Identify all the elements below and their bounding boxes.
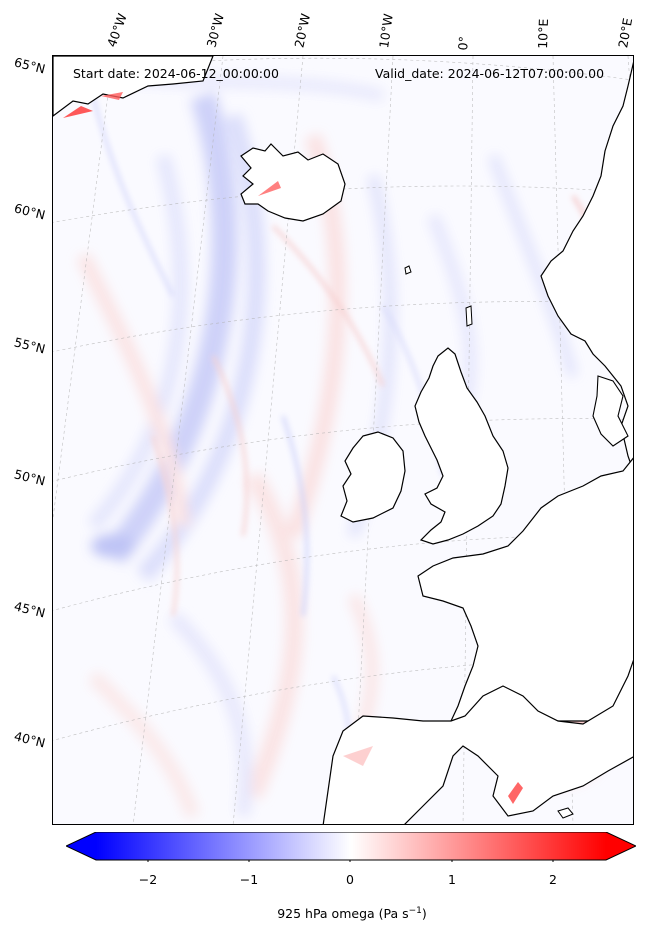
lon-label-10w: 10°W — [376, 12, 396, 50]
valid-date-label: Valid_date: 2024-06-12T07:00:00.00 — [375, 66, 605, 81]
ireland-coast — [340, 431, 406, 523]
colorbar-tick: 0 — [346, 872, 354, 887]
colorbar-tick: −1 — [239, 872, 259, 887]
colorbar-tick: 1 — [448, 872, 456, 887]
colorbar-label-main: 925 hPa omega (Pa s — [277, 906, 409, 922]
iceland-coast — [240, 143, 346, 222]
lat-label-55n: 55°N — [12, 334, 47, 357]
lon-label-30w: 30°W — [203, 11, 227, 49]
europe-coast — [417, 457, 633, 722]
scandinavia-coast — [540, 61, 633, 473]
map-area — [52, 55, 634, 825]
colorbar-label-exp: −1 — [408, 906, 422, 916]
colorbar-label: 925 hPa omega (Pa s−1) — [2, 906, 659, 921]
lon-label-20e: 20°E — [615, 16, 636, 49]
lat-label-65n: 65°N — [12, 54, 47, 77]
lon-label-20w: 20°W — [291, 12, 314, 49]
lon-label-40w: 40°W — [103, 11, 130, 49]
colorbar-tick: −2 — [138, 872, 158, 887]
great-britain-coast — [414, 347, 509, 545]
colorbar-label-close: ) — [421, 906, 427, 922]
omega-field — [53, 56, 633, 824]
colorbar-gradient — [96, 832, 606, 860]
lat-label-50n: 50°N — [12, 466, 47, 489]
lon-label-10e: 10°E — [535, 18, 552, 49]
lat-label-40n: 40°N — [12, 728, 47, 751]
colorbar-tick: 2 — [549, 872, 557, 887]
start-date-label: Start date: 2024-06-12_00:00:00 — [73, 66, 279, 81]
colorbar-min-extend — [66, 832, 96, 860]
greenland-coast — [53, 56, 214, 117]
colorbar-max-extend — [606, 832, 636, 860]
colorbar — [66, 832, 636, 862]
iberia-coast — [322, 659, 633, 824]
lat-label-45n: 45°N — [12, 598, 47, 621]
lon-label-0: 0° — [455, 35, 472, 51]
lat-label-60n: 60°N — [12, 200, 47, 223]
